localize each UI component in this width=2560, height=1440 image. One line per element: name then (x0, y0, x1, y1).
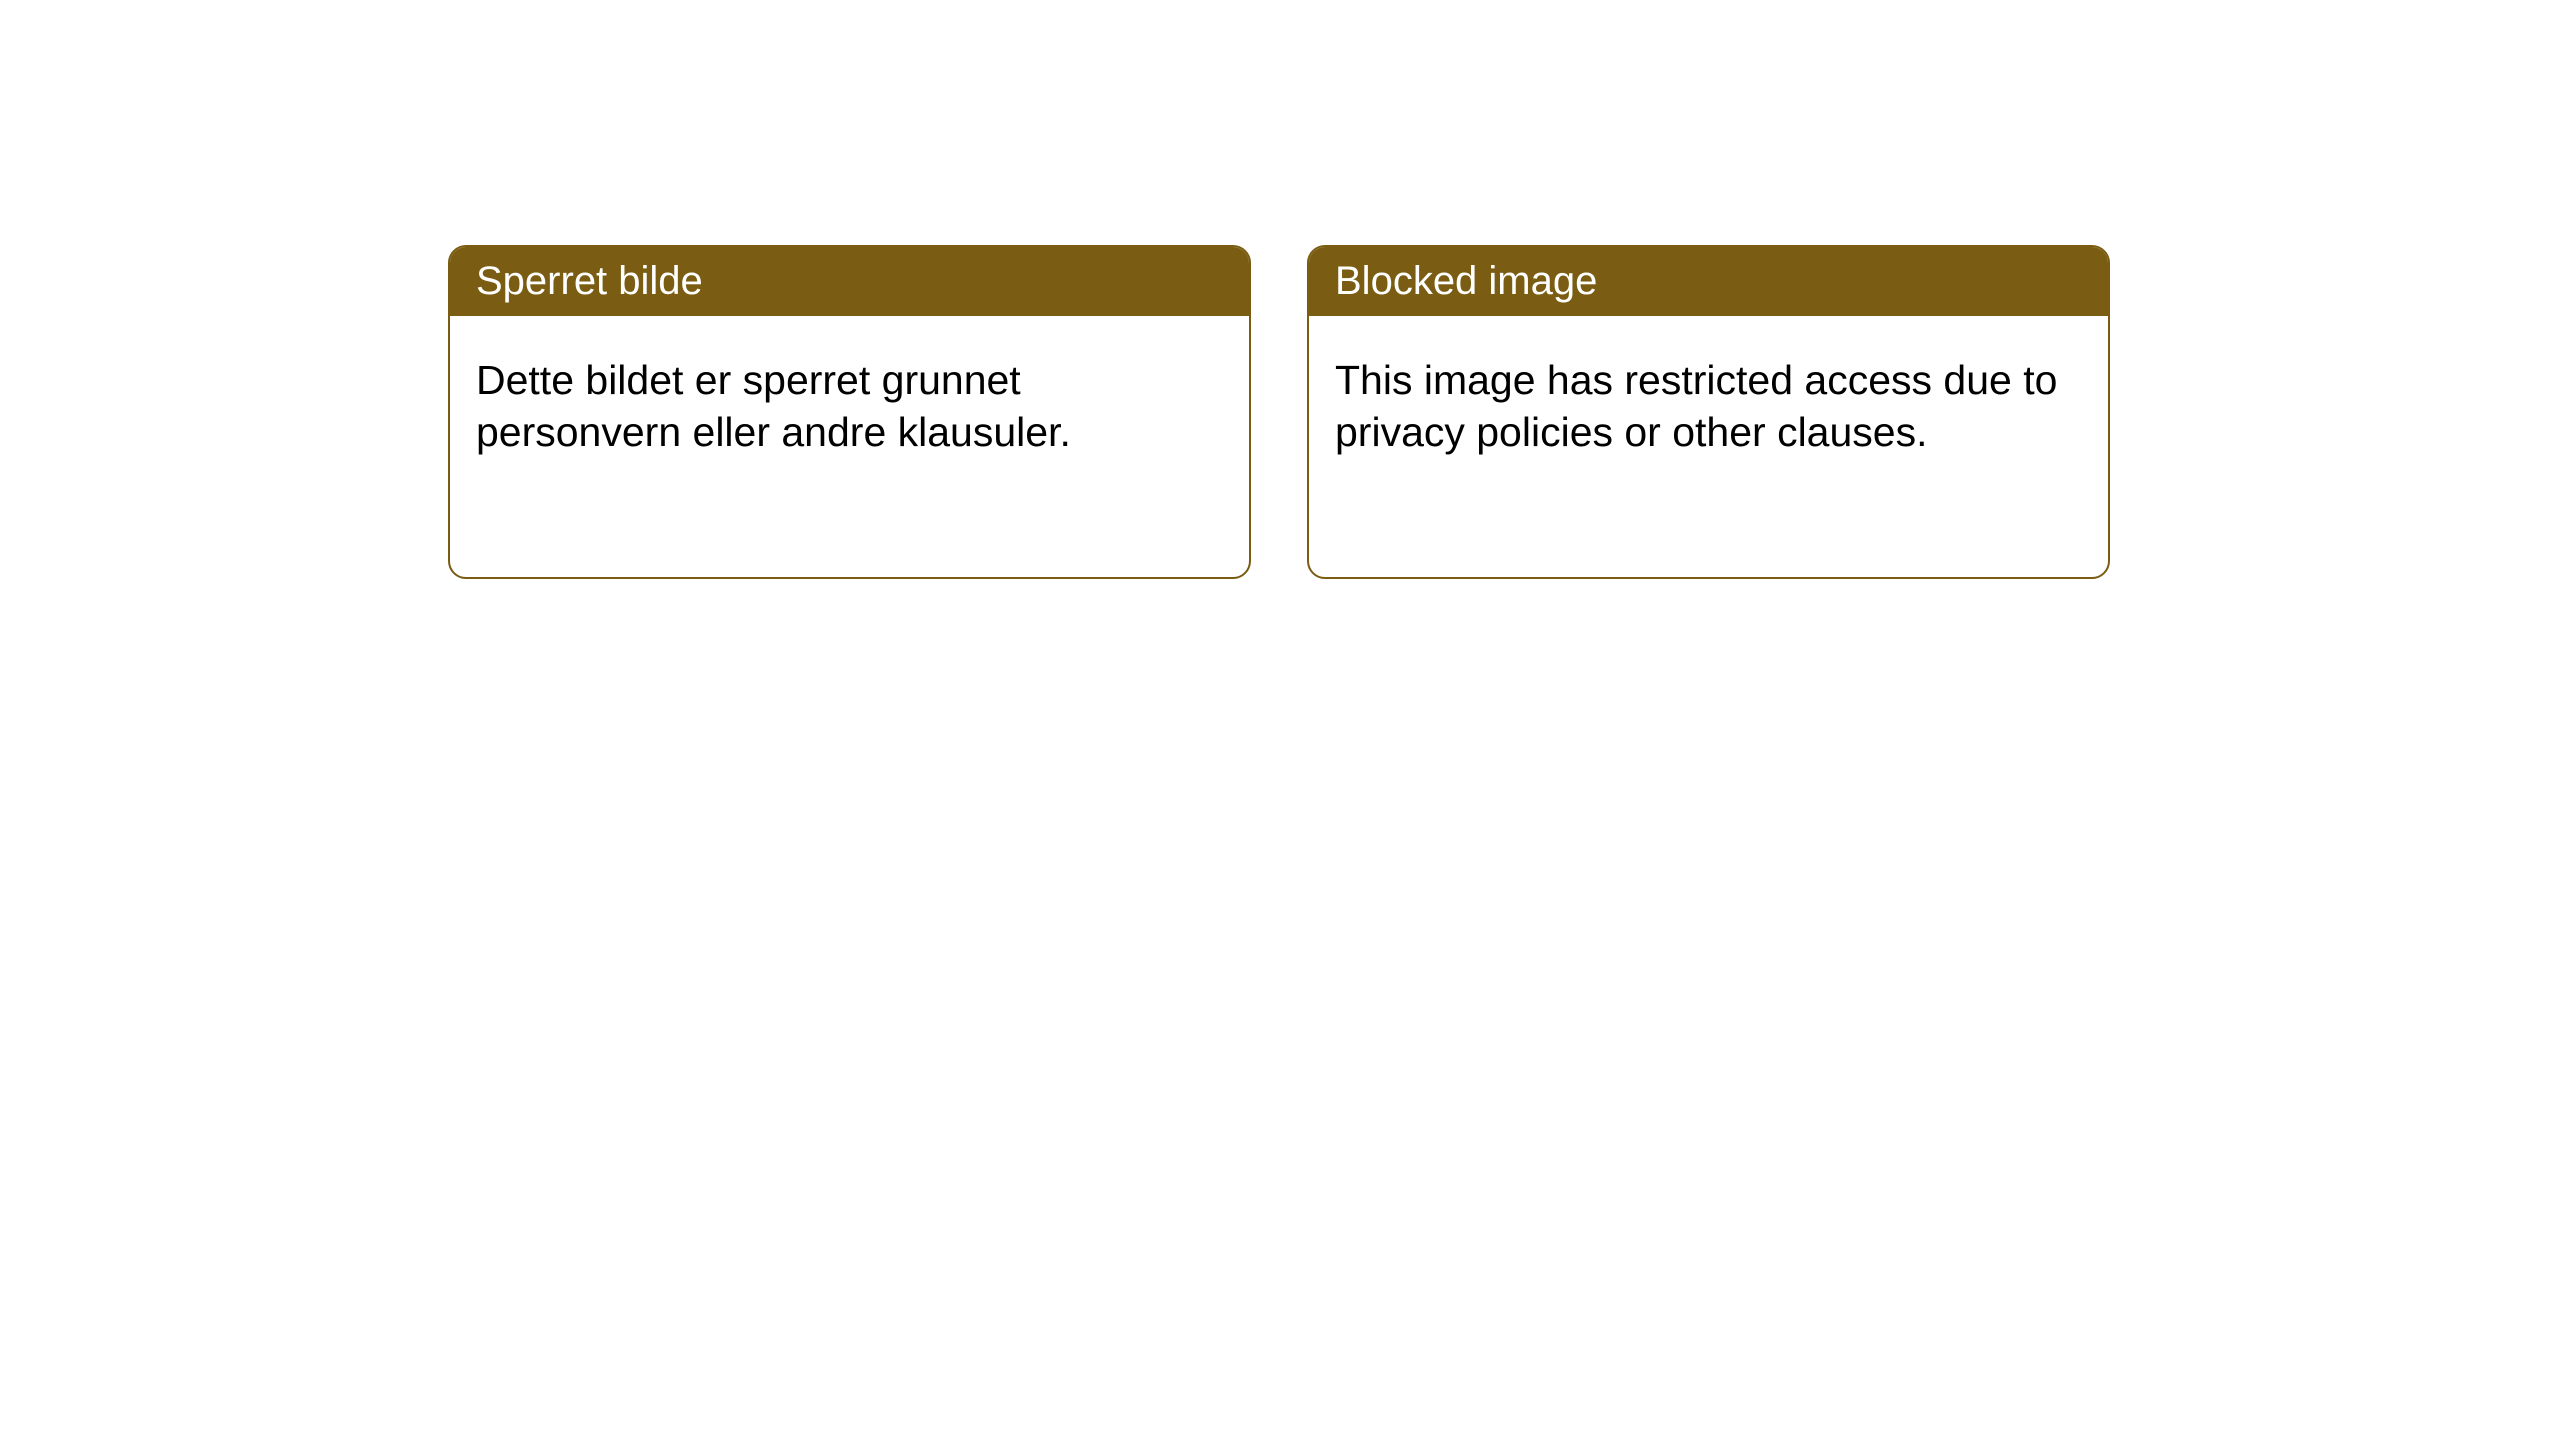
notice-card-english: Blocked image This image has restricted … (1307, 245, 2110, 579)
notice-card-header: Sperret bilde (450, 247, 1249, 316)
notice-cards-container: Sperret bilde Dette bildet er sperret gr… (0, 0, 2560, 579)
notice-card-title: Sperret bilde (476, 259, 703, 303)
notice-card-body: Dette bildet er sperret grunnet personve… (450, 316, 1249, 497)
notice-card-header: Blocked image (1309, 247, 2108, 316)
notice-card-norwegian: Sperret bilde Dette bildet er sperret gr… (448, 245, 1251, 579)
notice-card-title: Blocked image (1335, 259, 1597, 303)
notice-card-body: This image has restricted access due to … (1309, 316, 2108, 497)
notice-card-text: This image has restricted access due to … (1335, 357, 2057, 455)
notice-card-text: Dette bildet er sperret grunnet personve… (476, 357, 1071, 455)
